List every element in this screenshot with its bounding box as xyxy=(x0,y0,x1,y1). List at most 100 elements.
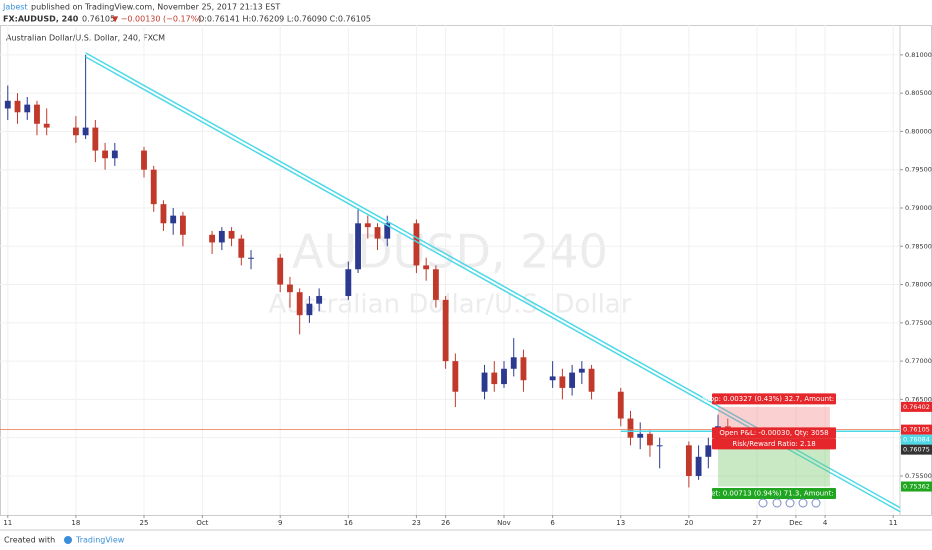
pnl-label-bg xyxy=(712,427,836,439)
candle-body xyxy=(355,223,361,270)
candle-body xyxy=(287,284,293,293)
price-tag xyxy=(901,434,932,445)
y-tick-label: 0.78000 xyxy=(905,281,932,289)
x-tick-label: 25 xyxy=(140,519,149,527)
candle-body xyxy=(209,234,216,243)
author[interactable]: Jabest xyxy=(2,3,28,12)
price-tag-label: 0.76075 xyxy=(903,446,930,454)
candle-body xyxy=(248,257,254,259)
candle-body xyxy=(14,100,21,113)
change: ▼ −0.00130 (−0.17%) xyxy=(112,15,201,24)
x-tick-label: 23 xyxy=(412,519,421,527)
price-tag xyxy=(901,401,932,412)
watermark-sub: Australian Dollar/U.S. Dollar xyxy=(269,290,632,320)
target-label-bg xyxy=(712,488,836,500)
candle-body xyxy=(111,150,118,159)
stop-label: Stop: 0.00327 (0.43%) 32.7, Amount: 10 xyxy=(703,395,846,403)
candle-body xyxy=(452,361,459,392)
x-tick-label: 9 xyxy=(278,519,282,527)
x-tick-label: 6 xyxy=(550,519,555,527)
x-tick-label: 4 xyxy=(823,519,828,527)
candle-body xyxy=(24,104,31,113)
footer-brand[interactable]: TradingView xyxy=(75,536,125,545)
candle-body xyxy=(43,123,50,128)
event-icons xyxy=(758,498,821,508)
candle-body xyxy=(316,296,323,304)
y-tick-label: 0.78500 xyxy=(905,242,932,250)
x-tick-label: Oct xyxy=(196,519,208,527)
candle-body xyxy=(364,223,371,228)
candle-body xyxy=(228,230,235,239)
target-label: Target: 0.00713 (0.94%) 71.3, Amount: 41… xyxy=(695,490,851,498)
candle-body xyxy=(180,215,186,235)
candle-body xyxy=(617,391,624,419)
candle-body xyxy=(306,303,313,316)
footer-created: Created with xyxy=(4,536,55,545)
candle-body xyxy=(501,368,507,385)
x-tick-label: 27 xyxy=(753,519,762,527)
candle-body xyxy=(296,292,303,316)
candle-body xyxy=(413,223,420,266)
candle-body xyxy=(685,445,692,476)
candle-body xyxy=(647,433,653,446)
candle-body xyxy=(656,445,663,447)
candle-body xyxy=(481,372,488,392)
logo xyxy=(64,536,72,544)
y-tick-label: 0.77000 xyxy=(905,357,932,365)
candle-body xyxy=(374,227,381,239)
x-tick-label: 11 xyxy=(889,519,898,527)
candle-body xyxy=(238,238,245,258)
price: 0.76105 xyxy=(82,15,115,24)
y-tick-label: 0.75500 xyxy=(905,472,932,480)
x-tick-label: 13 xyxy=(616,519,625,527)
candle-body xyxy=(705,445,712,457)
chart-title: Australian Dollar/U.S. Dollar, 240, FXCM xyxy=(6,34,165,43)
candle-body xyxy=(34,104,40,124)
price-tag-label: 0.76105 xyxy=(903,426,930,434)
published: published on TradingView.com, November 2… xyxy=(31,3,280,12)
candle-body xyxy=(82,127,89,136)
candle-body xyxy=(277,257,284,285)
x-tick-label: 11 xyxy=(3,519,12,527)
rr-label-bg xyxy=(712,438,836,450)
x-tick-label: 18 xyxy=(71,519,80,527)
rr-label: Risk/Reward Ratio: 2.18 xyxy=(732,440,815,448)
x-tick-label: 26 xyxy=(441,519,450,527)
y-tick-label: 0.80000 xyxy=(905,127,932,135)
y-tick-label: 0.81000 xyxy=(905,51,932,59)
candle-body xyxy=(578,368,585,373)
y-tick-label: 0.80500 xyxy=(905,89,932,97)
watermark: AUDUSD, 240 xyxy=(292,225,608,279)
candle-body xyxy=(442,299,449,362)
y-tick-label: 0.77500 xyxy=(905,319,932,327)
candle-body xyxy=(102,150,108,159)
candle-body xyxy=(627,418,634,438)
candle-body xyxy=(92,127,99,151)
candle-body xyxy=(510,357,517,369)
y-tick-label: 0.79000 xyxy=(905,204,932,212)
candle-body xyxy=(569,372,576,388)
x-tick-label: Dec xyxy=(789,519,803,527)
candle-body xyxy=(170,215,177,224)
y-tick-label: 0.79500 xyxy=(905,166,932,174)
candle-body xyxy=(345,269,352,297)
candle-body xyxy=(150,169,157,205)
candle-body xyxy=(141,150,147,170)
candle-body xyxy=(218,230,225,243)
candle-body xyxy=(432,269,439,300)
candle-body xyxy=(520,357,527,381)
candle-body xyxy=(72,127,79,136)
candle-body xyxy=(160,204,167,224)
x-tick-label: 16 xyxy=(344,519,353,527)
candle-body xyxy=(549,376,556,381)
x-tick-label: 20 xyxy=(684,519,693,527)
candle-body xyxy=(588,368,595,392)
candle-body xyxy=(423,265,430,270)
candle-body xyxy=(4,100,11,109)
price-tag-label: 0.75362 xyxy=(903,483,930,491)
ohlc: O:0.76141 H:0.76209 L:0.76090 C:0.76105 xyxy=(198,15,371,24)
candle-body xyxy=(559,376,566,388)
price-tag-label: 0.76402 xyxy=(903,403,930,411)
